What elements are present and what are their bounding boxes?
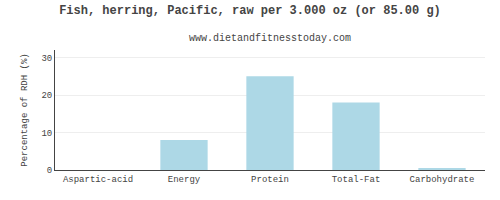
svg-text:10: 10 bbox=[41, 129, 52, 139]
svg-text:Fish, herring, Pacific, raw pe: Fish, herring, Pacific, raw per 3.000 oz… bbox=[59, 4, 441, 18]
svg-text:0: 0 bbox=[47, 166, 52, 176]
svg-text:www.dietandfitnesstoday.com: www.dietandfitnesstoday.com bbox=[189, 33, 351, 44]
svg-text:Energy: Energy bbox=[168, 175, 201, 185]
svg-text:Percentage of RDH (%): Percentage of RDH (%) bbox=[20, 53, 30, 166]
svg-text:Aspartic-acid: Aspartic-acid bbox=[63, 175, 133, 185]
svg-text:Total-Fat: Total-Fat bbox=[332, 175, 381, 185]
svg-text:Protein: Protein bbox=[251, 175, 289, 185]
svg-text:Carbohydrate: Carbohydrate bbox=[410, 175, 475, 185]
svg-text:30: 30 bbox=[41, 54, 52, 64]
svg-text:20: 20 bbox=[41, 91, 52, 101]
